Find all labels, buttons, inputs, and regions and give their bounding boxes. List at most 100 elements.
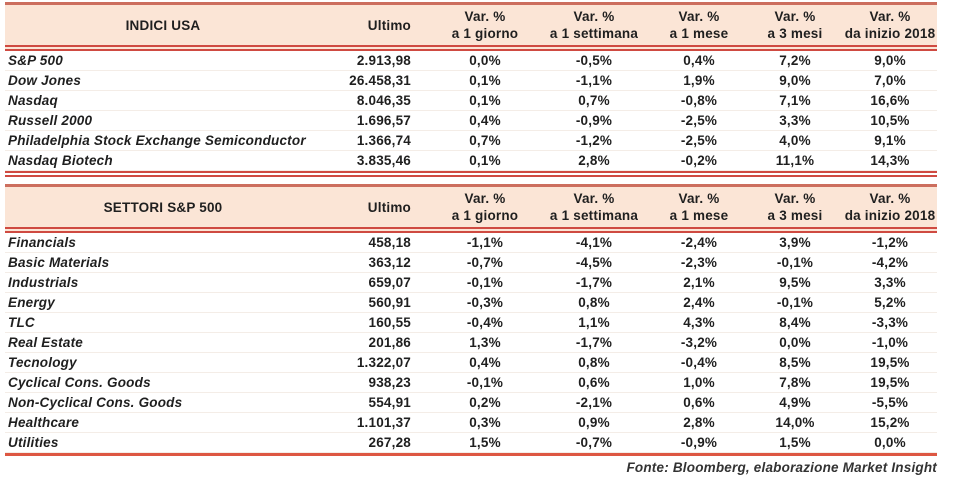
var-value: 19,5% xyxy=(870,355,910,370)
var-value: 19,5% xyxy=(870,375,910,390)
var-value: 0,7% xyxy=(469,133,501,148)
table-row: S&P 500 2.913,98 0,0% -0,5% 0,4% 7,2% 9,0% xyxy=(5,51,937,71)
ultimo-value: 560,91 xyxy=(368,295,411,310)
row-label: Russell 2000 xyxy=(8,113,93,128)
var-value: 0,8% xyxy=(578,355,610,370)
var-value: 1,1% xyxy=(578,315,610,330)
var-value: 3,3% xyxy=(779,113,811,128)
column-header-var-1-giorno: Var. % a 1 giorno xyxy=(433,187,537,227)
var-value: -0,4% xyxy=(680,355,718,370)
row-label: Nasdaq xyxy=(8,93,58,108)
row-label: Utilities xyxy=(8,435,59,450)
ultimo-value: 267,28 xyxy=(368,435,411,450)
var-value: 3,9% xyxy=(779,235,811,250)
var-value: 1,3% xyxy=(469,335,501,350)
table-row: Financials 458,18 -1,1% -4,1% -2,4% 3,9% -1,2% xyxy=(5,233,937,253)
var-value: 14,0% xyxy=(775,415,815,430)
ultimo-value: 938,23 xyxy=(368,375,411,390)
var-value: -0,2% xyxy=(680,153,718,168)
var-value: -3,3% xyxy=(871,315,909,330)
var-value: 0,3% xyxy=(469,415,501,430)
ultimo-value: 659,07 xyxy=(368,275,411,290)
table-row: Non-Cyclical Cons. Goods 554,91 0,2% -2,1% 0… xyxy=(5,393,937,413)
var-period: a 1 settimana xyxy=(549,26,639,41)
row-label: Financials xyxy=(8,235,77,250)
ultimo-value: 160,55 xyxy=(368,315,411,330)
var-period: a 3 mesi xyxy=(767,208,823,223)
var-value: -1,0% xyxy=(871,335,909,350)
var-value: 0,0% xyxy=(469,53,501,68)
table-row: Russell 2000 1.696,57 0,4% -0,9% -2,5% 3,3% 10… xyxy=(5,111,937,131)
var-value: -0,9% xyxy=(575,113,613,128)
column-header-var-inizio-2018: Var. % da inizio 2018 xyxy=(843,187,937,227)
var-value: 7,8% xyxy=(779,375,811,390)
var-value: -2,5% xyxy=(680,113,718,128)
var-value: 0,2% xyxy=(469,395,501,410)
row-label: Real Estate xyxy=(8,335,83,350)
table-row: Dow Jones 26.458,31 0,1% -1,1% 1,9% 9,0% 7,0% xyxy=(5,71,937,91)
var-label: Var. % xyxy=(774,191,816,206)
row-label: Healthcare xyxy=(8,415,80,430)
column-header-var-1-mese: Var. % a 1 mese xyxy=(651,5,747,45)
column-header-var-inizio-2018: Var. % da inizio 2018 xyxy=(843,5,937,45)
var-value: -0,7% xyxy=(575,435,613,450)
var-label: Var. % xyxy=(464,191,506,206)
ultimo-value: 554,91 xyxy=(368,395,411,410)
section-spacer xyxy=(5,177,937,184)
var-value: 0,0% xyxy=(779,335,811,350)
column-header-ultimo: Ultimo xyxy=(367,199,411,215)
var-value: -5,5% xyxy=(871,395,909,410)
section-title-settori-sp500: SETTORI S&P 500 xyxy=(103,199,223,215)
var-value: 0,4% xyxy=(469,113,501,128)
table-row: Energy 560,91 -0,3% 0,8% 2,4% -0,1% 5,2% xyxy=(5,293,937,313)
var-value: -1,1% xyxy=(575,73,613,88)
var-value: 0,4% xyxy=(683,53,715,68)
var-value: 1,9% xyxy=(683,73,715,88)
column-header-var-1-settimana: Var. % a 1 settimana xyxy=(537,5,651,45)
row-label: Cyclical Cons. Goods xyxy=(8,375,151,390)
var-value: -0,1% xyxy=(776,255,814,270)
column-header-var-3-mesi: Var. % a 3 mesi xyxy=(747,187,843,227)
var-label: Var. % xyxy=(573,9,615,24)
var-value: 3,3% xyxy=(874,275,906,290)
row-label: Philadelphia Stock Exchange Semiconducto… xyxy=(8,133,306,148)
var-value: 16,6% xyxy=(870,93,910,108)
row-label: Industrials xyxy=(8,275,79,290)
var-value: -0,1% xyxy=(466,275,504,290)
table-row: Nasdaq 8.046,35 0,1% 0,7% -0,8% 7,1% 16,6% xyxy=(5,91,937,111)
var-value: 5,2% xyxy=(874,295,906,310)
settori-sp500-rows: Financials 458,18 -1,1% -4,1% -2,4% 3,9% -1,2%… xyxy=(5,233,937,456)
row-label: TLC xyxy=(8,315,35,330)
section-header-settori-sp500: SETTORI S&P 500 Ultimo Var. % a 1 giorno… xyxy=(5,184,937,233)
var-value: -0,1% xyxy=(466,375,504,390)
var-value: 9,5% xyxy=(779,275,811,290)
var-value: 0,1% xyxy=(469,153,501,168)
var-value: 0,1% xyxy=(469,93,501,108)
table-row: Utilities 267,28 1,5% -0,7% -0,9% 1,5% 0,0% xyxy=(5,433,937,453)
section-title-indici-usa: INDICI USA xyxy=(125,17,201,33)
var-period: a 1 settimana xyxy=(549,208,639,223)
var-label: Var. % xyxy=(678,9,720,24)
var-value: 2,8% xyxy=(578,153,610,168)
ultimo-value: 3.835,46 xyxy=(356,153,411,168)
var-value: 9,0% xyxy=(779,73,811,88)
indici-usa-rows: S&P 500 2.913,98 0,0% -0,5% 0,4% 7,2% 9,0% Dow … xyxy=(5,51,937,177)
ultimo-value: 1.101,37 xyxy=(356,415,411,430)
table-row: Real Estate 201,86 1,3% -1,7% -3,2% 0,0% -1,0% xyxy=(5,333,937,353)
ultimo-value: 1.322,07 xyxy=(356,355,411,370)
var-value: -1,7% xyxy=(575,275,613,290)
row-label: Energy xyxy=(8,295,55,310)
var-value: 0,8% xyxy=(578,295,610,310)
var-value: -1,1% xyxy=(466,235,504,250)
var-value: -1,2% xyxy=(871,235,909,250)
var-value: 14,3% xyxy=(870,153,910,168)
var-value: 4,0% xyxy=(779,133,811,148)
var-value: 7,2% xyxy=(779,53,811,68)
table-row: Philadelphia Stock Exchange Semiconducto… xyxy=(5,131,937,151)
table-row: Tecnology 1.322,07 0,4% 0,8% -0,4% 8,5% 19,5% xyxy=(5,353,937,373)
var-period: a 1 mese xyxy=(669,26,729,41)
var-value: 0,6% xyxy=(578,375,610,390)
var-value: -1,2% xyxy=(575,133,613,148)
var-value: 4,3% xyxy=(683,315,715,330)
var-value: -0,9% xyxy=(680,435,718,450)
